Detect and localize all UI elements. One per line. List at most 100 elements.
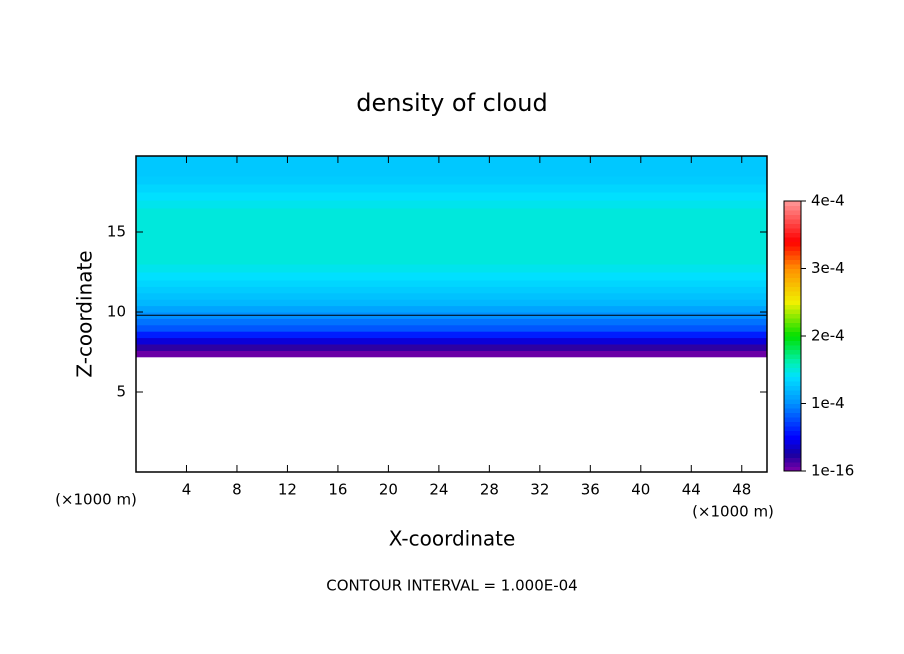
colorbar-tick-label: 4e-4 [811, 192, 845, 210]
contour-band [136, 176, 767, 185]
contour-band [136, 184, 767, 193]
colorbar-swatch [784, 259, 801, 265]
colorbar-swatch [784, 304, 801, 310]
y-unit-label: (×1000 m) [55, 491, 137, 509]
colorbar-swatch [784, 462, 801, 467]
colorbar-swatch [784, 250, 801, 256]
colorbar-tick-label: 1e-4 [811, 394, 845, 412]
colorbar-swatch [784, 282, 801, 287]
colorbar-swatch [784, 426, 801, 431]
colorbar-tick-label: 2e-4 [811, 327, 845, 345]
x-tick-label: 28 [480, 481, 499, 499]
colorbar-swatch [784, 268, 801, 274]
x-tick-label: 20 [379, 481, 398, 499]
y-tick-label: 10 [107, 303, 126, 321]
contour-band [136, 192, 767, 201]
colorbar-swatch [784, 291, 801, 296]
colorbar-swatch [784, 345, 801, 350]
contour-band [136, 280, 767, 287]
colorbar-swatch [784, 327, 801, 332]
contour-band [136, 305, 767, 313]
contour-band [136, 324, 767, 332]
colorbar-swatch [784, 336, 801, 341]
colorbar-swatch [784, 444, 801, 449]
x-tick-label: 16 [328, 481, 347, 499]
colorbar-swatch [784, 372, 801, 377]
colorbar-swatch [784, 376, 801, 382]
colorbar-swatch [784, 255, 801, 260]
colorbar-swatch [784, 367, 801, 373]
colorbar-swatch [784, 412, 801, 418]
colorbar-swatch [784, 264, 801, 269]
colorbar-swatch [784, 286, 801, 292]
colorbar-swatch [784, 201, 801, 206]
colorbar-swatch [784, 313, 801, 319]
x-tick-label: 4 [182, 481, 192, 499]
colorbar-swatch [784, 403, 801, 409]
contour-band [136, 337, 767, 345]
colorbar-swatch [784, 466, 801, 472]
x-tick-label: 40 [631, 481, 650, 499]
colorbar-swatch [784, 331, 801, 337]
x-tick-label: 24 [429, 481, 448, 499]
colorbar-swatch [784, 232, 801, 238]
chart-title: density of cloud [356, 89, 547, 117]
colorbar-tick-label: 3e-4 [811, 259, 845, 277]
colorbar-swatch [784, 457, 801, 463]
colorbar-swatch [784, 354, 801, 359]
colorbar-swatch [784, 448, 801, 454]
plot-frame [135, 155, 768, 473]
footnote: CONTOUR INTERVAL = 1.000E-04 [326, 577, 577, 595]
colorbar-swatch [784, 214, 801, 220]
colorbar-swatch [784, 390, 801, 395]
colorbar-swatch [784, 408, 801, 413]
x-tick-label: 12 [278, 481, 297, 499]
contour-band [136, 344, 767, 351]
contour-band [136, 331, 767, 339]
colorbar-swatch [784, 300, 801, 305]
colorbar-swatch [784, 439, 801, 445]
y-tick-label: 5 [116, 383, 126, 401]
colorbar-swatch [784, 417, 801, 422]
colorbar-swatch [784, 363, 801, 368]
colorbar-swatch [784, 246, 801, 251]
colorbar-swatch [784, 421, 801, 427]
colorbar-swatch [784, 228, 801, 233]
colorbar-swatch [784, 223, 801, 229]
x-tick-label: 32 [530, 481, 549, 499]
colorbar-swatch [784, 430, 801, 436]
contour-band [136, 272, 767, 281]
colorbar-swatch [784, 277, 801, 283]
x-tick-label: 8 [232, 481, 242, 499]
colorbar-swatch [784, 381, 801, 386]
colorbar-swatch [784, 318, 801, 323]
colorbar-swatch [784, 219, 801, 224]
x-tick-label: 48 [732, 481, 751, 499]
contour-band [136, 350, 767, 358]
x-unit-label: (×1000 m) [692, 503, 774, 521]
x-axis-label: X-coordinate [389, 527, 516, 551]
colorbar-swatch [784, 273, 801, 278]
colorbar-swatch [784, 237, 801, 242]
colorbar-swatch [784, 399, 801, 404]
colorbar-swatch [784, 453, 801, 458]
x-tick-label: 36 [581, 481, 600, 499]
contour-band [136, 208, 767, 265]
colorbar-swatch [784, 385, 801, 391]
contour-band [136, 318, 767, 326]
colorbar-swatch [784, 210, 801, 215]
colorbar-swatch [784, 205, 801, 211]
y-axis-label: Z-coordinate [73, 250, 97, 377]
contour-band [136, 292, 767, 300]
colorbar-swatch [784, 435, 801, 440]
colorbar-swatch [784, 241, 801, 247]
contour-band [136, 156, 767, 177]
contour-band [136, 299, 767, 307]
colorbar-tick-label: 1e-16 [811, 462, 854, 480]
contour-band [136, 286, 767, 294]
colorbar-swatch [784, 349, 801, 355]
colorbar-swatch [784, 340, 801, 346]
colorbar-swatch [784, 358, 801, 364]
colorbar-swatch [784, 322, 801, 328]
